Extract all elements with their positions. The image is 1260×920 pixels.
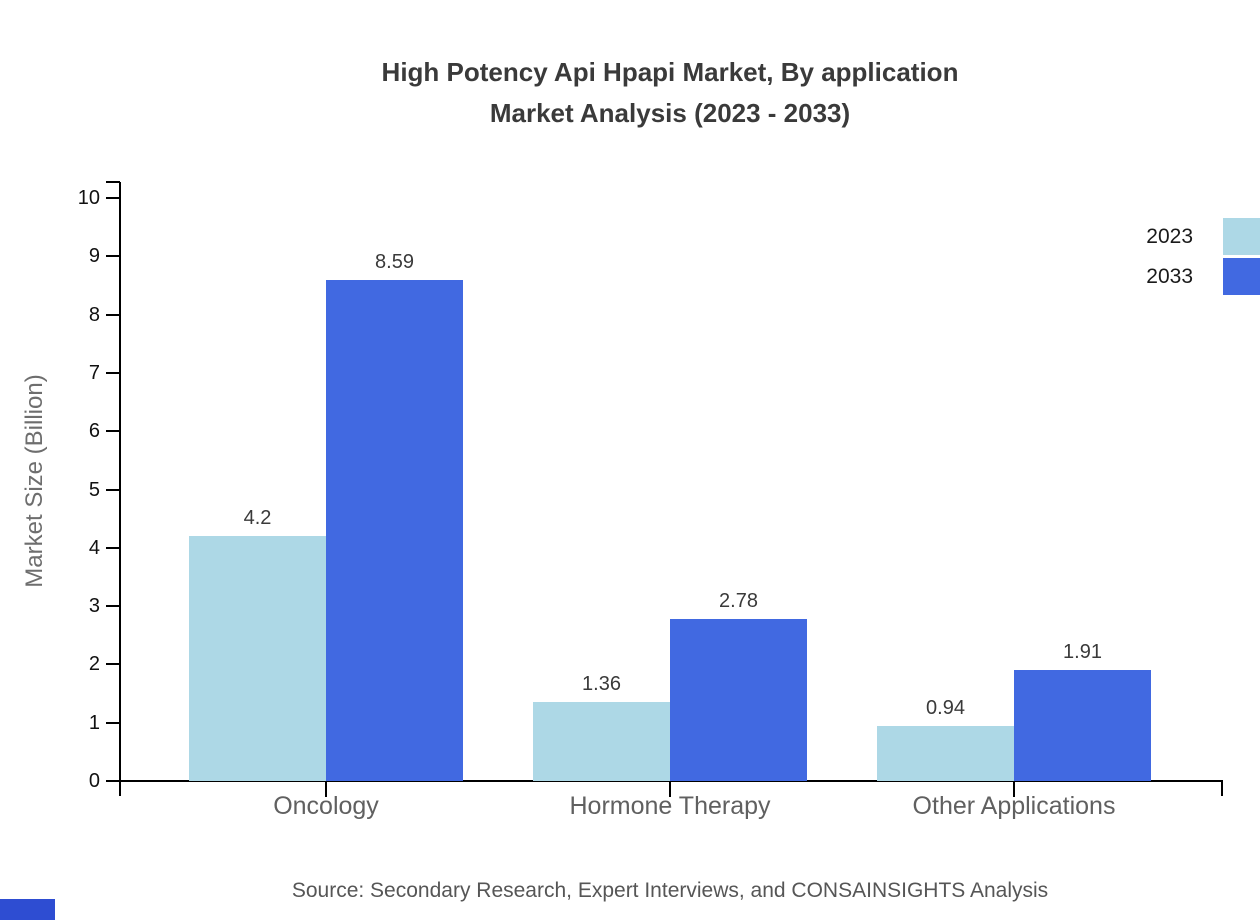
y-tick bbox=[106, 488, 120, 491]
bar-value-label: 2.78 bbox=[719, 590, 758, 612]
bar-value-label: 1.36 bbox=[582, 673, 621, 695]
legend-label-2033: 2033 bbox=[1146, 264, 1193, 288]
bar-2023-0 bbox=[189, 536, 326, 781]
y-tick-label: 3 bbox=[88, 595, 100, 618]
category-label: Oncology bbox=[273, 792, 379, 820]
y-tick-label: 8 bbox=[88, 303, 100, 326]
y-tick-label: 7 bbox=[88, 361, 100, 384]
y-tick-label: 10 bbox=[77, 187, 100, 209]
bar-2033-1 bbox=[670, 619, 807, 781]
x-axis-end-tick bbox=[1221, 780, 1223, 796]
chart-title: High Potency Api Hpapi Market, By applic… bbox=[80, 52, 1260, 134]
bar-value-label: 1.91 bbox=[1063, 641, 1102, 663]
y-tick-label: 5 bbox=[88, 478, 100, 501]
y-tick-label: 0 bbox=[88, 770, 100, 792]
y-tick bbox=[106, 371, 120, 374]
x-axis-line bbox=[119, 780, 1223, 782]
y-tick-label: 9 bbox=[88, 245, 100, 268]
y-tick bbox=[106, 255, 120, 258]
y-tick bbox=[106, 430, 120, 433]
bar-value-label: 0.94 bbox=[926, 697, 965, 719]
y-tick-label: 1 bbox=[88, 711, 100, 734]
y-tick bbox=[106, 605, 120, 608]
legend-item-2033: 2033 bbox=[1146, 258, 1260, 295]
y-tick bbox=[106, 780, 120, 782]
y-tick bbox=[106, 313, 120, 316]
legend-swatch-2023 bbox=[1223, 218, 1260, 255]
chart-title-line2: Market Analysis (2023 - 2033) bbox=[489, 98, 851, 128]
x-tick bbox=[325, 780, 327, 797]
category-label: Other Applications bbox=[912, 792, 1116, 820]
bar-2023-2 bbox=[877, 726, 1014, 781]
bar-2033-0 bbox=[326, 280, 463, 781]
y-tick-label: 2 bbox=[88, 653, 100, 676]
brand-corner-square bbox=[0, 899, 55, 920]
x-axis-start-tick bbox=[119, 780, 121, 796]
bar-value-label: 4.2 bbox=[243, 507, 272, 529]
legend: 2023 2033 bbox=[1146, 218, 1260, 298]
legend-swatch-2033 bbox=[1223, 258, 1260, 295]
legend-item-2023: 2023 bbox=[1146, 218, 1260, 255]
y-tick bbox=[106, 663, 120, 666]
x-tick bbox=[1013, 780, 1015, 797]
y-axis-end-cap bbox=[106, 181, 120, 183]
y-tick bbox=[106, 197, 120, 199]
category-label: Hormone Therapy bbox=[569, 792, 771, 820]
bar-2023-1 bbox=[533, 702, 670, 781]
y-tick-label: 6 bbox=[88, 420, 100, 443]
x-tick bbox=[669, 780, 671, 797]
y-tick bbox=[106, 721, 120, 724]
legend-label-2023: 2023 bbox=[1146, 224, 1193, 248]
y-axis-line bbox=[119, 182, 121, 782]
source-note: Source: Secondary Research, Expert Inter… bbox=[291, 879, 1049, 902]
y-tick bbox=[106, 546, 120, 549]
bar-value-label: 8.59 bbox=[375, 251, 414, 273]
bar-2033-2 bbox=[1014, 670, 1151, 781]
y-tick-label: 4 bbox=[88, 536, 100, 559]
chart-title-line1: High Potency Api Hpapi Market, By applic… bbox=[381, 57, 959, 87]
